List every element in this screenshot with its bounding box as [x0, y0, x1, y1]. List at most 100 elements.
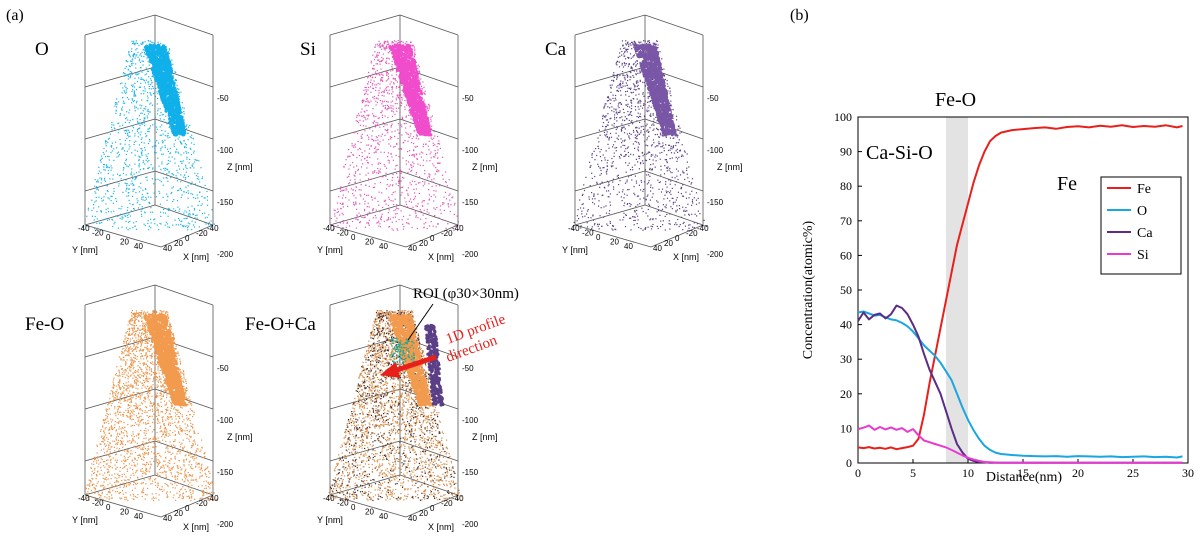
y-tick-label: 30 [840, 352, 852, 366]
x-tick-label: 20 [174, 239, 183, 248]
y-tick-label: 20 [840, 387, 852, 401]
x-tick-label: 0 [855, 466, 861, 480]
interface-cap [389, 313, 445, 407]
x-tick-label: 0 [185, 504, 190, 513]
x-tick-label: 10 [962, 466, 974, 480]
y-tick-label: 0 [106, 233, 111, 242]
atom-map-title: O [35, 39, 49, 60]
region-label-fe: Fe [1057, 173, 1077, 195]
y-tick-label: 20 [120, 508, 129, 517]
x-axis-label: X [nm] [673, 252, 699, 262]
x-tick-label: 20 [419, 239, 428, 248]
z-tick-label: -50 [462, 364, 474, 373]
x-tick-label: 25 [1127, 466, 1139, 480]
y-axis-label: Y [nm] [317, 245, 343, 255]
y-tick-label: 80 [840, 179, 852, 193]
z-tick-label: -100 [462, 416, 479, 425]
y-tick-label: 40 [379, 242, 388, 251]
y-tick-label: 0 [106, 503, 111, 512]
z-tick-label: -200 [707, 250, 724, 259]
x-tick-label: 30 [1182, 466, 1194, 480]
interface-cap [634, 43, 678, 137]
x-tick-label: 0 [675, 234, 680, 243]
atom-map-title: Si [300, 39, 316, 60]
z-tick-label: -150 [217, 198, 234, 207]
y-tick-label: -40 [568, 224, 580, 233]
legend-label: O [1137, 204, 1147, 219]
z-tick-label: -200 [217, 250, 234, 259]
x-tick-label: 20 [1072, 466, 1084, 480]
y-tick-label: 60 [840, 248, 852, 262]
y-tick-label: 70 [840, 214, 852, 228]
y-tick-label: 0 [351, 503, 356, 512]
series-line-si [857, 424, 1183, 464]
y-tick-label: -20 [92, 229, 104, 238]
plot-frame [857, 116, 1189, 464]
y-tick-label: -20 [337, 499, 349, 508]
z-tick-label: -50 [462, 94, 474, 103]
y-tick-label: -20 [337, 229, 349, 238]
x-tick-label: 40 [163, 514, 172, 523]
atom-map-title: Ca [545, 39, 567, 60]
y-axis-label: Y [nm] [562, 245, 588, 255]
y-tick-label: 40 [379, 512, 388, 521]
x-tick-label: 40 [653, 244, 662, 253]
z-tick-label: -150 [217, 468, 234, 477]
y-tick-label: 0 [351, 233, 356, 242]
y-tick-label: 20 [365, 238, 374, 247]
z-axis-label: Z [nm] [717, 162, 743, 172]
x-tick-label: 20 [174, 509, 183, 518]
z-tick-label: -50 [707, 94, 719, 103]
x-tick-label: 5 [910, 466, 916, 480]
z-tick-label: -100 [707, 146, 724, 155]
y-axis-label: Y [nm] [72, 515, 98, 525]
legend-label: Si [1137, 248, 1149, 263]
legend-label: Fe [1137, 182, 1151, 197]
y-tick-label: -40 [323, 224, 335, 233]
y-tick-label: 10 [840, 421, 852, 435]
y-tick-label: 0 [846, 456, 852, 470]
legend: Fe O Ca Si [1100, 176, 1182, 275]
x-axis-title: Distance(nm) [986, 470, 1063, 485]
z-tick-label: -100 [462, 146, 479, 155]
x-tick-label: -20 [686, 229, 698, 238]
x-tick-label: -20 [196, 229, 208, 238]
y-tick-label: 50 [840, 283, 852, 297]
series-line-fe [857, 124, 1183, 451]
interface-cap [143, 313, 188, 407]
series-line-ca [857, 304, 1183, 464]
x-tick-label: 40 [408, 514, 417, 523]
profile-direction-arrow [380, 354, 437, 378]
x-tick-label: -20 [196, 499, 208, 508]
z-tick-label: -100 [217, 146, 234, 155]
y-tick-label: 20 [120, 238, 129, 247]
concentration-profile-chart: 0 10 20 30 40 50 60 70 80 90 100 0 5 10 15 20 25 30 Fe O Ca S… [834, 110, 1194, 480]
atom-map-title: Fe-O+Ca [245, 314, 316, 335]
y-tick-label: -20 [92, 499, 104, 508]
x-tick-label: 0 [430, 234, 435, 243]
roi-label: ROI (φ30×30nm) [413, 286, 519, 302]
x-tick-label: -20 [441, 229, 453, 238]
atom-map-title: Fe-O [25, 314, 64, 335]
x-tick-label: -40 [207, 224, 219, 233]
z-tick-label: -200 [462, 250, 479, 259]
x-tick-label: -40 [452, 224, 464, 233]
y-tick-label: 100 [834, 110, 852, 124]
y-tick-label: -40 [78, 224, 90, 233]
x-axis-label: X [nm] [428, 522, 454, 532]
y-tick-label: 40 [134, 242, 143, 251]
y-tick-label: 40 [840, 318, 852, 332]
z-tick-label: -150 [462, 198, 479, 207]
y-tick-label: 20 [610, 238, 619, 247]
x-tick-label: 20 [664, 239, 673, 248]
legend-label: Ca [1137, 226, 1153, 241]
x-tick-label: 40 [408, 244, 417, 253]
x-tick-label: 15 [1017, 466, 1029, 480]
x-tick-label: -40 [697, 224, 709, 233]
